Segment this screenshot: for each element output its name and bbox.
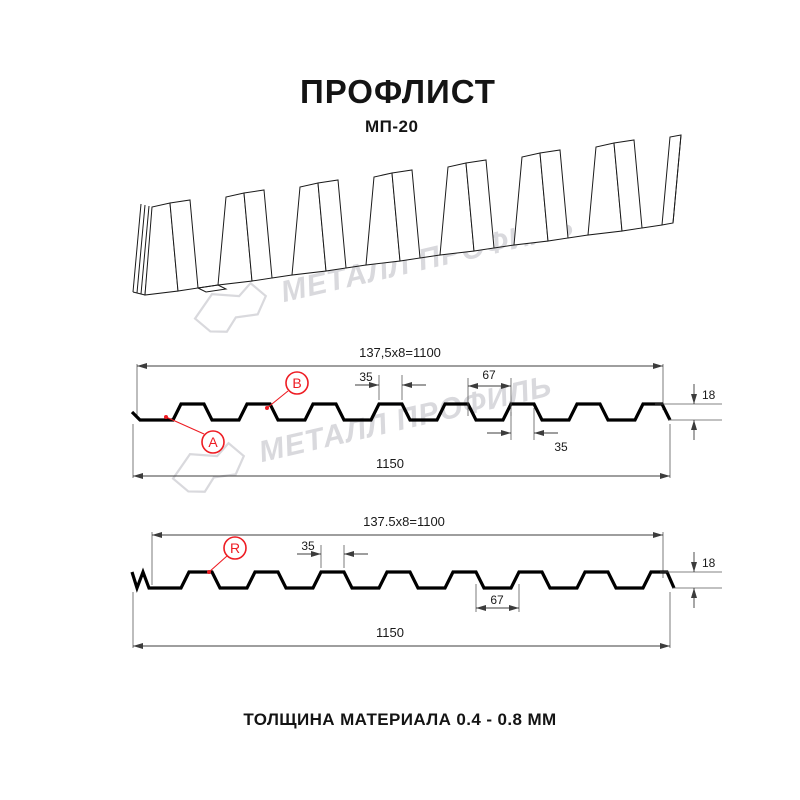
dim-18-label: 18 <box>702 556 716 570</box>
arrow-up-icon <box>691 588 697 598</box>
callout-a[interactable]: A <box>164 415 225 454</box>
callout-b-anchor <box>265 406 269 410</box>
overall-width-label: 1150 <box>376 456 404 471</box>
callout-r-anchor <box>207 570 211 574</box>
callout-b-leader <box>266 390 289 409</box>
dim-35-label: 35 <box>301 539 315 553</box>
model-designation: МП-20 <box>365 117 418 136</box>
callout-a-label: A <box>208 434 218 450</box>
arrow-down-icon <box>691 562 697 572</box>
isometric-view <box>132 134 682 296</box>
pitch-dimension-label: 137.5x8=1100 <box>363 514 445 529</box>
iso-edge <box>271 274 293 279</box>
dim-35-upper-label: 35 <box>359 370 373 384</box>
material-thickness-note: ТОЛЩИНА МАТЕРИАЛА 0.4 - 0.8 ММ <box>243 710 556 729</box>
top-dim-67: 67 <box>467 368 512 416</box>
top-section-view: 137,5x8=1100 35 67 <box>130 345 722 479</box>
iso-edge <box>641 224 663 229</box>
arrow-left-icon <box>133 643 143 649</box>
dim-67-label: 67 <box>482 368 496 382</box>
callout-r[interactable]: R <box>207 536 247 574</box>
watermark-mark-icon <box>193 281 268 333</box>
arrow-icon <box>344 551 354 557</box>
top-overall-dimension: 1150 <box>132 424 671 479</box>
arrow-left-icon <box>152 532 162 538</box>
iso-edge <box>567 234 589 239</box>
arrow-left-icon <box>137 363 147 369</box>
iso-edge <box>419 254 441 259</box>
arrow-right-icon <box>660 643 670 649</box>
bottom-dim-35: 35 <box>297 539 368 568</box>
iso-edge <box>197 284 219 289</box>
watermark-mark-icon <box>171 441 246 493</box>
bottom-overall-dimension: 1150 <box>132 592 671 649</box>
overall-width-label: 1150 <box>376 625 404 640</box>
arrow-right-icon <box>653 532 663 538</box>
dim-18-label: 18 <box>702 388 716 402</box>
arrow-icon <box>501 430 511 436</box>
arrow-icon <box>468 383 478 389</box>
iso-edge <box>493 244 515 249</box>
callout-a-anchor <box>164 415 168 419</box>
profile-outline-top <box>130 402 672 422</box>
callout-a-leader <box>165 416 205 435</box>
arrow-icon <box>476 605 486 611</box>
callout-r-circle[interactable] <box>223 536 247 560</box>
page-title: ПРОФЛИСТ <box>300 73 496 110</box>
iso-edge <box>345 264 367 269</box>
arrow-icon <box>501 383 511 389</box>
iso-edge <box>672 134 682 224</box>
bottom-dim-18: 18 <box>660 552 722 608</box>
callout-b-label: B <box>292 375 301 391</box>
arrow-icon <box>534 430 544 436</box>
callout-b-circle[interactable] <box>285 371 309 395</box>
arrow-icon <box>369 382 379 388</box>
callout-r-label: R <box>230 540 240 556</box>
arrow-left-icon <box>133 473 143 479</box>
top-pitch-dimension: 137,5x8=1100 <box>136 345 664 417</box>
arrow-icon <box>509 605 519 611</box>
top-dim-35-lower: 35 <box>487 408 568 454</box>
arrow-right-icon <box>660 473 670 479</box>
arrow-right-icon <box>653 363 663 369</box>
arrow-icon <box>311 551 321 557</box>
arrow-down-icon <box>691 394 697 404</box>
top-dim-35-upper: 35 <box>355 370 426 400</box>
callout-r-leader <box>208 555 228 573</box>
dim-67-label: 67 <box>490 593 504 607</box>
top-dim-18: 18 <box>655 384 722 440</box>
pitch-dimension-label: 137,5x8=1100 <box>359 345 441 360</box>
callout-b[interactable]: B <box>265 371 309 410</box>
dim-35-lower-label: 35 <box>554 440 568 454</box>
arrow-up-icon <box>691 420 697 430</box>
arrow-icon <box>402 382 412 388</box>
bottom-dim-67: 67 <box>475 584 520 612</box>
iso-ribs <box>144 134 682 296</box>
callout-a-circle[interactable] <box>201 430 225 454</box>
bottom-section-view: 137.5x8=1100 35 67 <box>130 514 722 649</box>
bottom-pitch-dimension: 137.5x8=1100 <box>151 514 664 585</box>
